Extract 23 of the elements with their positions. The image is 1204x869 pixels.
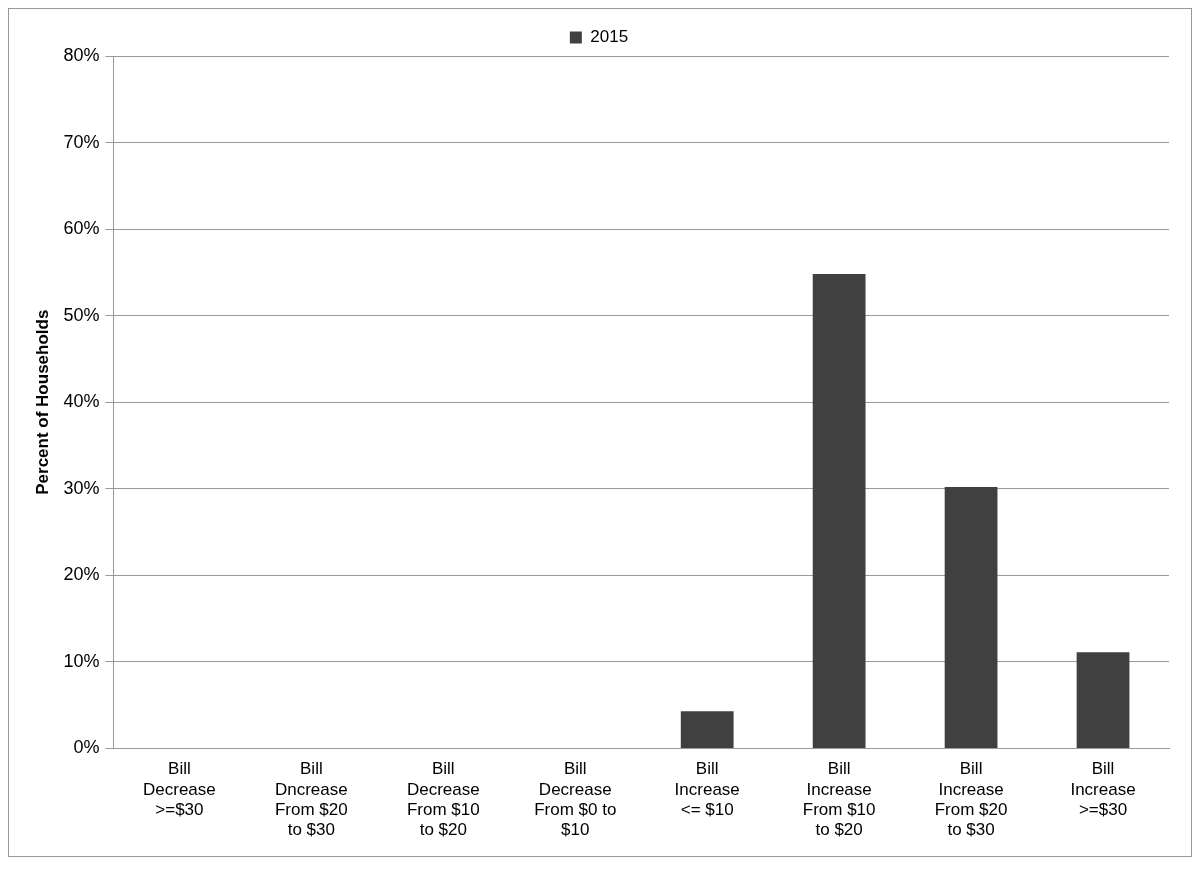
bar [944, 487, 998, 748]
y-tick-label: 40% [63, 391, 100, 412]
x-tick-label: Bill Decrease From $10 to $20 [406, 759, 480, 840]
x-tick-label: Bill Decrease >=$30 [143, 759, 216, 820]
bar [812, 274, 866, 748]
legend-label: 2015 [590, 27, 629, 47]
y-tick-label: 30% [63, 477, 100, 498]
bar [1076, 652, 1130, 748]
x-tick-label: Bill Increase <= $10 [674, 759, 740, 820]
y-tick-label: 70% [63, 131, 100, 152]
y-tick-label: 60% [63, 218, 100, 239]
bar [680, 711, 734, 748]
x-tick-label: Bill Decrease From $0 to $10 [534, 759, 617, 840]
y-tick-label: 0% [73, 737, 100, 758]
y-axis-title: Percent of Households [32, 309, 52, 495]
y-tick-label: 50% [63, 304, 100, 325]
x-tick-label: Bill Increase From $20 to $30 [934, 759, 1008, 840]
y-tick-label: 10% [63, 650, 100, 671]
x-tick-label: Bill Dncrease From $20 to $30 [274, 759, 348, 840]
x-tick-label: Bill Increase From $10 to $20 [802, 759, 876, 840]
y-tick-label: 80% [63, 44, 100, 65]
y-tick-label: 20% [63, 564, 100, 585]
x-tick-label: Bill Increase >=$30 [1070, 759, 1136, 820]
